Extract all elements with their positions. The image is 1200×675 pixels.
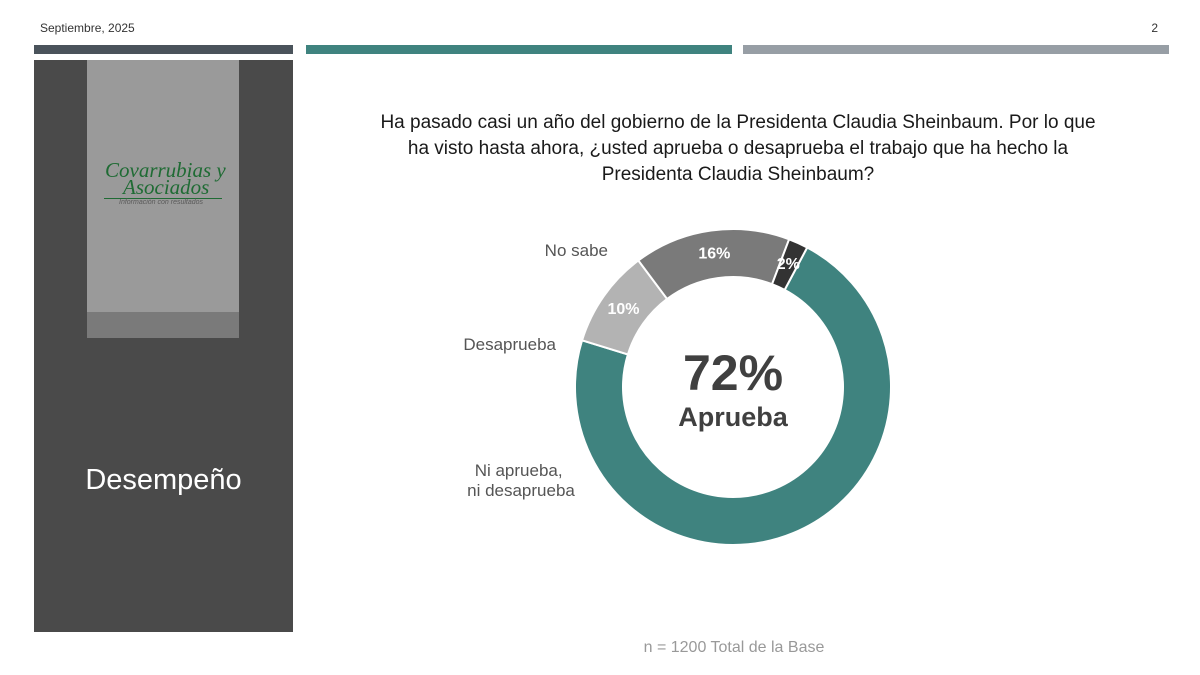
logo-rule: [104, 198, 222, 199]
legend-label-ni-aprueba-line2: ni desaprueba: [467, 481, 575, 500]
data-label-no-sabe: 2%: [777, 256, 800, 273]
date-label: Septiembre, 2025: [40, 21, 135, 35]
center-label: Aprueba: [678, 402, 789, 432]
slice-desaprueba: 16%: [636, 228, 791, 301]
logo-text-line2: Asociados: [123, 175, 210, 199]
legend-label-desaprueba: Desaprueba: [463, 335, 556, 354]
base-note: n = 1200 Total de la Base: [643, 639, 825, 656]
slice-aprueba: [574, 246, 892, 546]
data-label-desaprueba: 16%: [698, 246, 730, 263]
approval-donut-chart: 10% 16% 2% 72% Aprueba No sabe Desaprueb…: [463, 228, 892, 546]
logo-strip: [87, 312, 239, 338]
legend-label-no-sabe: No sabe: [545, 241, 608, 260]
center-value: 72%: [683, 345, 783, 401]
slice-no-sabe: 2%: [770, 238, 809, 292]
company-logo: Covarrubias y Asociados Información con …: [87, 60, 239, 338]
header-bar-gray: [743, 45, 1169, 54]
logo-tagline: Información con resultados: [119, 199, 204, 206]
section-title: Desempeño: [85, 464, 242, 496]
logo-text-line1: Covarrubias y: [105, 158, 226, 182]
donut-slice-aprueba: [574, 246, 892, 546]
survey-question: Ha pasado casi un año del gobierno de la…: [380, 112, 1096, 185]
side-panel: Covarrubias y Asociados Información con …: [34, 60, 293, 632]
donut-slice-no-sabe: [770, 238, 809, 292]
header-bar-teal: [306, 45, 732, 54]
legend-label-ni-aprueba-line1: Ni aprueba,: [475, 461, 563, 480]
legend-label-ni-aprueba: Ni aprueba, ni desaprueba: [467, 461, 575, 500]
donut-slice-desaprueba: [636, 228, 791, 301]
data-label-ni-aprueba: 10%: [607, 301, 639, 318]
header-bar-dark: [34, 45, 293, 54]
page-number: 2: [1151, 21, 1158, 35]
